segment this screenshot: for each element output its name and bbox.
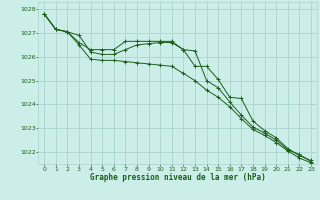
- X-axis label: Graphe pression niveau de la mer (hPa): Graphe pression niveau de la mer (hPa): [90, 173, 266, 182]
